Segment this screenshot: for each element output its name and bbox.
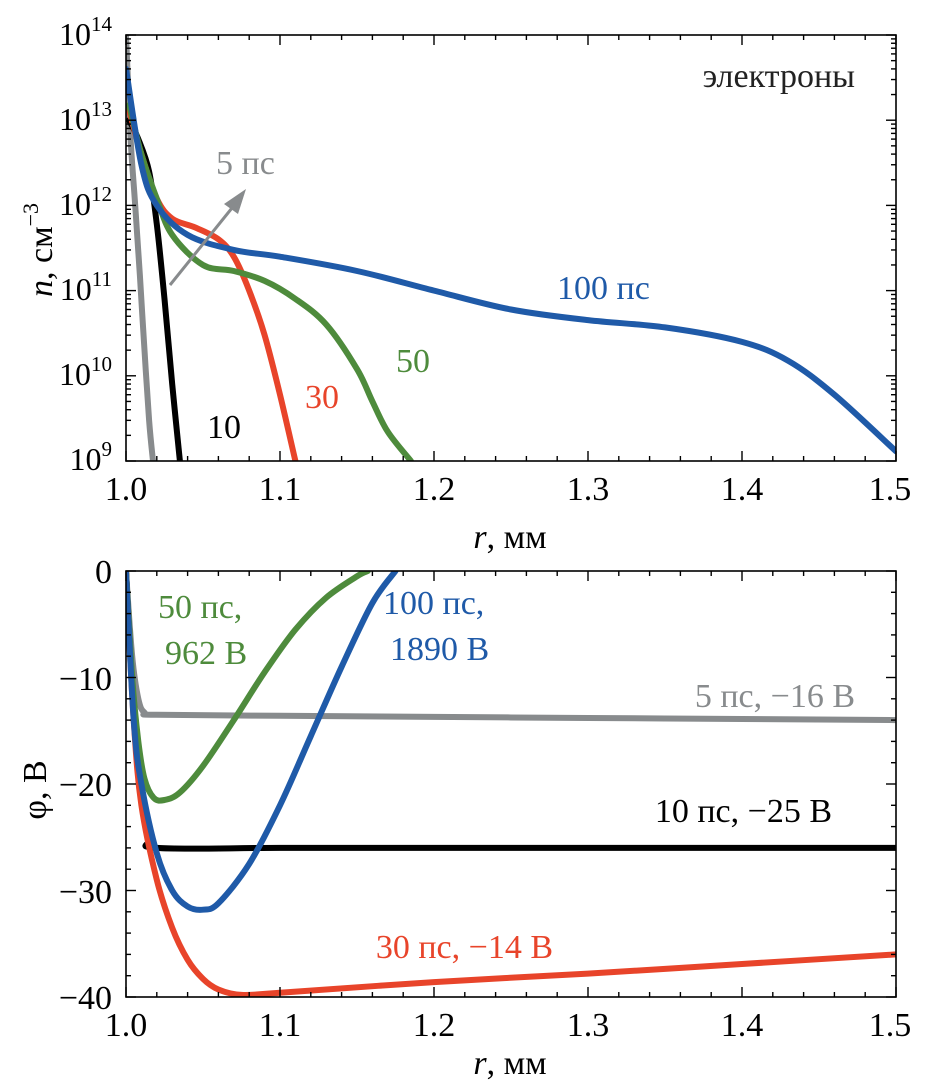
bottom-chart: −40 −30 −20 −10 0 1.0 1.1 1.2 1.3 1.4 1.… bbox=[17, 554, 911, 1082]
bottom-ytick-label: 0 bbox=[95, 554, 112, 591]
bottom-ytick-label: −40 bbox=[59, 980, 112, 1017]
top-series-group bbox=[126, 35, 896, 461]
label-100: 100 пс bbox=[557, 270, 650, 307]
label-30ps: 30 пс, −14 В bbox=[376, 929, 553, 966]
electrons-annotation: электроны bbox=[703, 58, 856, 95]
arrow-label: 5 пс bbox=[216, 145, 275, 182]
bottom-x-axis-label: r, мм bbox=[473, 1045, 546, 1082]
top-xtick-label: 1.5 bbox=[869, 471, 912, 508]
top-ytick-label: 1014 bbox=[59, 12, 113, 52]
label-100ps: 100 пс, 1890 В bbox=[383, 585, 489, 668]
top-chart: 109 1010 1011 1012 1013 1014 1.0 1.1 1.2… bbox=[18, 12, 911, 556]
top-xtick-label: 1.1 bbox=[259, 471, 302, 508]
top-xtick-label: 1.4 bbox=[721, 471, 764, 508]
bottom-ticks-group bbox=[125, 570, 897, 998]
top-ytick-label: 1011 bbox=[60, 267, 112, 307]
top-xtick-label: 1.3 bbox=[567, 471, 610, 508]
bottom-ytick-label: −10 bbox=[59, 661, 112, 698]
top-ticks-group bbox=[125, 34, 897, 462]
top-ytick-label: 1013 bbox=[59, 97, 112, 137]
top-series-5 bbox=[126, 35, 156, 461]
top-series-10 bbox=[126, 117, 183, 461]
top-y-axis-label: n, см−3 bbox=[18, 203, 60, 297]
bottom-series-5 bbox=[126, 571, 896, 724]
top-plot-frame bbox=[125, 34, 897, 462]
bottom-xtick-label: 1.4 bbox=[721, 1007, 764, 1044]
label-10: 10 bbox=[207, 409, 241, 446]
top-xtick-label: 1.0 bbox=[105, 471, 148, 508]
bottom-series-group bbox=[126, 571, 896, 997]
label-50ps: 50 пс, 962 В bbox=[158, 589, 247, 672]
arrow-line bbox=[168, 202, 238, 286]
top-series-50 bbox=[126, 102, 414, 461]
bottom-xtick-label: 1.2 bbox=[413, 1007, 456, 1044]
bottom-xtick-label: 1.3 bbox=[567, 1007, 610, 1044]
top-ytick-label: 1010 bbox=[59, 352, 112, 392]
top-series-100 bbox=[126, 65, 896, 455]
label-5ps: 5 пс, −16 В bbox=[695, 678, 855, 715]
bottom-ytick-label: −30 bbox=[59, 874, 112, 911]
label-10ps: 10 пс, −25 В bbox=[655, 793, 832, 830]
top-xtick-label: 1.2 bbox=[413, 471, 456, 508]
label-50: 50 bbox=[396, 343, 430, 380]
bottom-xtick-label: 1.5 bbox=[869, 1007, 912, 1044]
top-ytick-label: 109 bbox=[70, 437, 113, 477]
bottom-y-axis-label: φ, В bbox=[17, 760, 54, 819]
bottom-series-30 bbox=[126, 571, 896, 997]
bottom-series-100 bbox=[126, 571, 399, 913]
bottom-xtick-label: 1.0 bbox=[105, 1007, 148, 1044]
label-30: 30 bbox=[305, 379, 339, 416]
bottom-xtick-label: 1.1 bbox=[259, 1007, 302, 1044]
top-x-axis-label: r, мм bbox=[473, 519, 546, 556]
arrow-head bbox=[224, 189, 246, 214]
bottom-ytick-label: −20 bbox=[59, 767, 112, 804]
top-ytick-label: 1012 bbox=[59, 182, 112, 222]
